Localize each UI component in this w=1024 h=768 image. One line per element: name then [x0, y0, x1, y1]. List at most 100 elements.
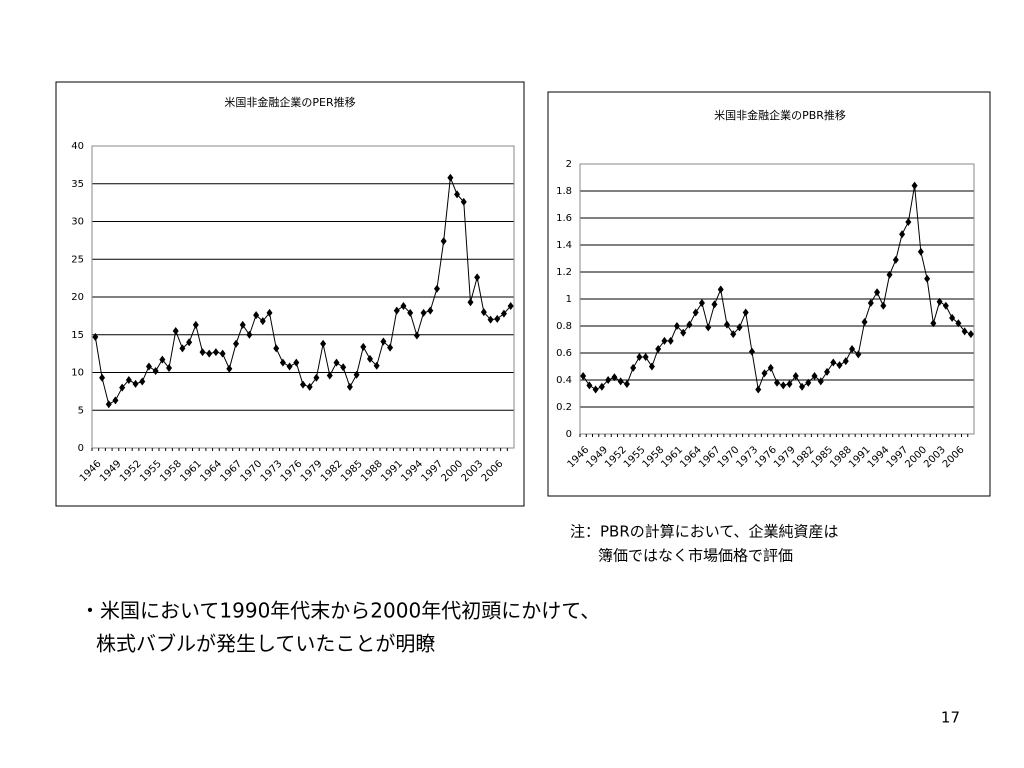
marker — [723, 320, 730, 329]
marker — [507, 302, 514, 311]
marker — [152, 366, 159, 375]
marker — [373, 361, 380, 370]
y-tick-label: 0.2 — [556, 402, 572, 413]
marker — [433, 284, 440, 293]
marker — [755, 385, 762, 394]
marker — [92, 333, 99, 342]
marker — [105, 400, 112, 409]
marker — [855, 350, 862, 359]
marker — [266, 308, 273, 317]
marker — [186, 338, 193, 347]
marker — [930, 319, 937, 328]
marker — [917, 247, 924, 256]
y-tick-label: 10 — [71, 368, 84, 379]
marker — [273, 344, 280, 353]
marker — [139, 377, 146, 386]
marker — [686, 320, 693, 329]
marker — [836, 361, 843, 370]
marker — [705, 323, 712, 332]
marker — [487, 315, 494, 324]
marker — [233, 339, 240, 348]
marker — [617, 377, 624, 386]
y-tick-label: 5 — [78, 405, 84, 416]
marker — [440, 237, 447, 246]
marker — [454, 190, 461, 199]
marker — [961, 327, 968, 336]
marker — [259, 317, 266, 326]
marker — [748, 347, 755, 356]
marker — [692, 308, 699, 317]
bullet: 株式バブルが発生していたことが明瞭 — [96, 632, 435, 656]
marker — [380, 337, 387, 346]
marker — [767, 363, 774, 372]
y-tick-label: 15 — [71, 330, 84, 341]
marker — [353, 370, 360, 379]
marker — [636, 353, 643, 362]
marker — [736, 323, 743, 332]
y-tick-label: 0 — [78, 443, 84, 454]
marker — [326, 371, 333, 380]
marker — [867, 299, 874, 308]
marker — [246, 330, 253, 339]
marker — [580, 371, 587, 380]
marker — [360, 342, 367, 351]
marker — [387, 343, 394, 352]
marker — [586, 381, 593, 390]
plot-area — [91, 145, 515, 449]
marker — [673, 322, 680, 330]
chart-frame — [55, 81, 525, 507]
marker — [467, 298, 474, 307]
y-tick-label: 1.6 — [556, 213, 572, 224]
marker — [817, 377, 824, 386]
marker — [623, 380, 630, 389]
marker — [830, 358, 837, 367]
marker — [611, 373, 618, 382]
y-tick-label: 0.8 — [556, 321, 572, 332]
marker — [655, 344, 662, 353]
marker — [239, 320, 246, 329]
marker — [400, 302, 407, 311]
marker — [761, 369, 768, 378]
marker — [474, 273, 481, 282]
marker — [786, 380, 793, 389]
note: 注：PBRの計算において、企業純資産は — [570, 523, 839, 541]
marker — [320, 339, 327, 348]
marker — [936, 297, 943, 306]
marker — [811, 371, 818, 380]
marker — [874, 288, 881, 297]
marker — [286, 362, 293, 371]
marker — [849, 344, 856, 353]
marker — [226, 364, 233, 373]
marker — [427, 306, 434, 315]
marker — [742, 308, 749, 317]
marker — [667, 336, 674, 345]
marker — [774, 378, 780, 387]
marker — [279, 358, 286, 367]
chart-title: 米国非金融企業のPER推移 — [224, 95, 355, 109]
marker — [711, 300, 718, 309]
marker — [413, 331, 420, 340]
marker — [132, 379, 139, 388]
chart-title: 米国非金融企業のPBR推移 — [714, 108, 846, 122]
marker — [407, 308, 414, 317]
marker — [899, 230, 906, 239]
marker — [112, 396, 119, 405]
marker — [880, 301, 887, 310]
marker — [199, 348, 206, 357]
marker — [730, 330, 737, 339]
marker — [648, 362, 655, 371]
marker — [366, 354, 373, 363]
marker — [253, 311, 260, 320]
marker — [333, 358, 340, 367]
marker — [605, 376, 612, 384]
marker — [799, 382, 806, 391]
marker — [717, 285, 724, 294]
marker — [805, 378, 812, 387]
marker — [642, 353, 649, 362]
marker — [824, 367, 831, 376]
marker — [955, 319, 962, 328]
marker — [780, 381, 787, 390]
marker — [420, 308, 427, 317]
marker — [447, 173, 454, 182]
